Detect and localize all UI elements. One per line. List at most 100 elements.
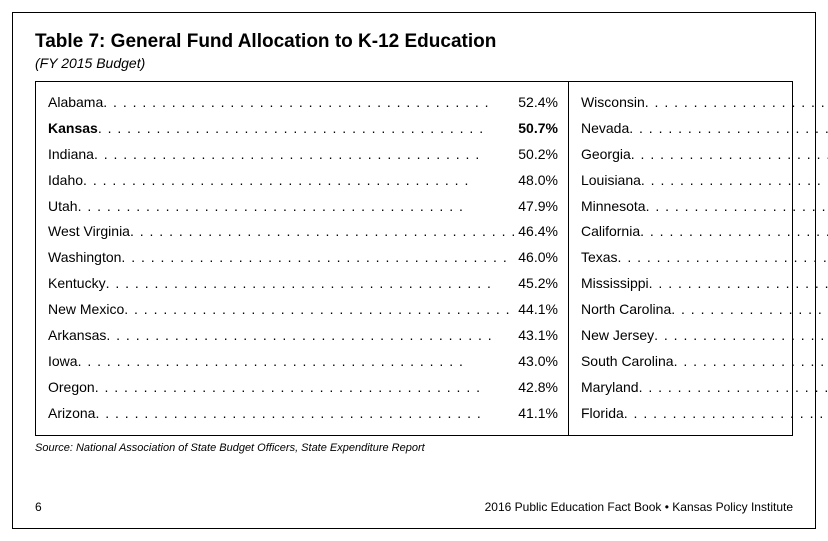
state-label: Utah [48, 194, 78, 220]
table-row: Kentucky 45.2% [48, 271, 558, 297]
state-label: North Carolina [581, 297, 671, 323]
dot-leader [646, 194, 828, 220]
dot-leader [78, 194, 517, 220]
state-label: Georgia [581, 142, 631, 168]
dot-leader [654, 323, 828, 349]
state-label: Oregon [48, 375, 95, 401]
dot-leader [641, 168, 828, 194]
dot-leader [640, 219, 828, 245]
dot-leader [674, 349, 828, 375]
table-row: Arkansas 43.1% [48, 323, 558, 349]
dot-leader [78, 349, 517, 375]
dot-leader [121, 245, 516, 271]
table-row: Arizona41.1% [48, 401, 558, 427]
dot-leader [106, 271, 517, 297]
dot-leader [631, 142, 828, 168]
percent-value: 48.0% [516, 168, 558, 194]
allocation-table: Alabama52.4%Kansas50.7%Indiana50.2%Idaho… [35, 81, 793, 436]
table-row: Louisiana40.4% [581, 168, 828, 194]
table-column-1: Alabama52.4%Kansas50.7%Indiana50.2%Idaho… [36, 82, 568, 435]
percent-value: 50.7% [516, 116, 558, 142]
dot-leader [94, 142, 516, 168]
table-row: West Virginia 46.4% [48, 219, 558, 245]
percent-value: 47.9% [516, 194, 558, 220]
table-row: Minnesota40.2% [581, 194, 828, 220]
page-footer: 6 2016 Public Education Fact Book • Kans… [35, 500, 793, 514]
state-label: Wisconsin [581, 90, 645, 116]
dot-leader [95, 375, 517, 401]
percent-value: 52.4% [516, 90, 558, 116]
table-row: South Carolina37.0% [581, 349, 828, 375]
state-label: Florida [581, 401, 624, 427]
table-row: California40.1% [581, 219, 828, 245]
title-main: General Fund Allocation to K-12 Educatio… [111, 31, 497, 52]
percent-value: 42.8% [516, 375, 558, 401]
percent-value: 44.1% [516, 297, 558, 323]
percent-value: 45.2% [516, 271, 558, 297]
state-label: Indiana [48, 142, 94, 168]
table-row: Maryland36.7% [581, 375, 828, 401]
table-row: Florida36.4% [581, 401, 828, 427]
table-row: New Jersey37.4% [581, 323, 828, 349]
table-row: Nevada40.7% [581, 116, 828, 142]
state-label: California [581, 219, 640, 245]
state-label: Alabama [48, 90, 103, 116]
state-label: Minnesota [581, 194, 646, 220]
dot-leader [103, 90, 516, 116]
dot-leader [124, 297, 516, 323]
state-label: Kentucky [48, 271, 106, 297]
table-row: Kansas 50.7% [48, 116, 558, 142]
dot-leader [649, 271, 828, 297]
percent-value: 46.0% [516, 245, 558, 271]
dot-leader [624, 401, 828, 427]
table-row: Wisconsin41.0% [581, 90, 828, 116]
dot-leader [629, 116, 828, 142]
dot-leader [83, 168, 516, 194]
state-label: West Virginia [48, 219, 130, 245]
state-label: Texas [581, 245, 618, 271]
table-row: Idaho 48.0% [48, 168, 558, 194]
table-title: Table 7: General Fund Allocation to K-12… [35, 31, 793, 53]
dot-leader [618, 245, 828, 271]
state-label: South Carolina [581, 349, 674, 375]
table-row: North Carolina38.9% [581, 297, 828, 323]
table-row: Alabama 52.4% [48, 90, 558, 116]
table-row: Texas39.7% [581, 245, 828, 271]
table-row: Mississippi39.1% [581, 271, 828, 297]
table-row: Washington 46.0% [48, 245, 558, 271]
source-note: Source: National Association of State Bu… [35, 442, 793, 454]
table-row: New Mexico 44.1% [48, 297, 558, 323]
state-label: Mississippi [581, 271, 649, 297]
table-row: Oregon 42.8% [48, 375, 558, 401]
dot-leader [639, 375, 828, 401]
table-row: Iowa 43.0% [48, 349, 558, 375]
footer-right-text: 2016 Public Education Fact Book • Kansas… [485, 500, 793, 514]
dot-leader [671, 297, 828, 323]
state-label: Iowa [48, 349, 78, 375]
dot-leader [106, 323, 516, 349]
state-label: Arkansas [48, 323, 106, 349]
page-number: 6 [35, 500, 42, 514]
state-label: Idaho [48, 168, 83, 194]
dot-leader [645, 90, 828, 116]
table-subtitle: (FY 2015 Budget) [35, 55, 793, 71]
percent-value: 43.1% [516, 323, 558, 349]
table-row: Indiana 50.2% [48, 142, 558, 168]
state-label: New Mexico [48, 297, 124, 323]
title-prefix: Table 7: [35, 31, 111, 52]
table-row: Georgia40.7% [581, 142, 828, 168]
table-column-2: Wisconsin41.0%Nevada40.7%Georgia40.7%Lou… [568, 82, 828, 435]
dot-leader [95, 401, 516, 427]
table-row: Utah 47.9% [48, 194, 558, 220]
state-label: Washington [48, 245, 121, 271]
state-label: Arizona [48, 401, 95, 427]
state-label: Maryland [581, 375, 639, 401]
page-frame: Table 7: General Fund Allocation to K-12… [12, 12, 816, 529]
percent-value: 50.2% [516, 142, 558, 168]
percent-value: 43.0% [516, 349, 558, 375]
percent-value: 46.4% [516, 219, 558, 245]
state-label: Kansas [48, 116, 98, 142]
state-label: Louisiana [581, 168, 641, 194]
dot-leader [130, 219, 516, 245]
state-label: Nevada [581, 116, 629, 142]
